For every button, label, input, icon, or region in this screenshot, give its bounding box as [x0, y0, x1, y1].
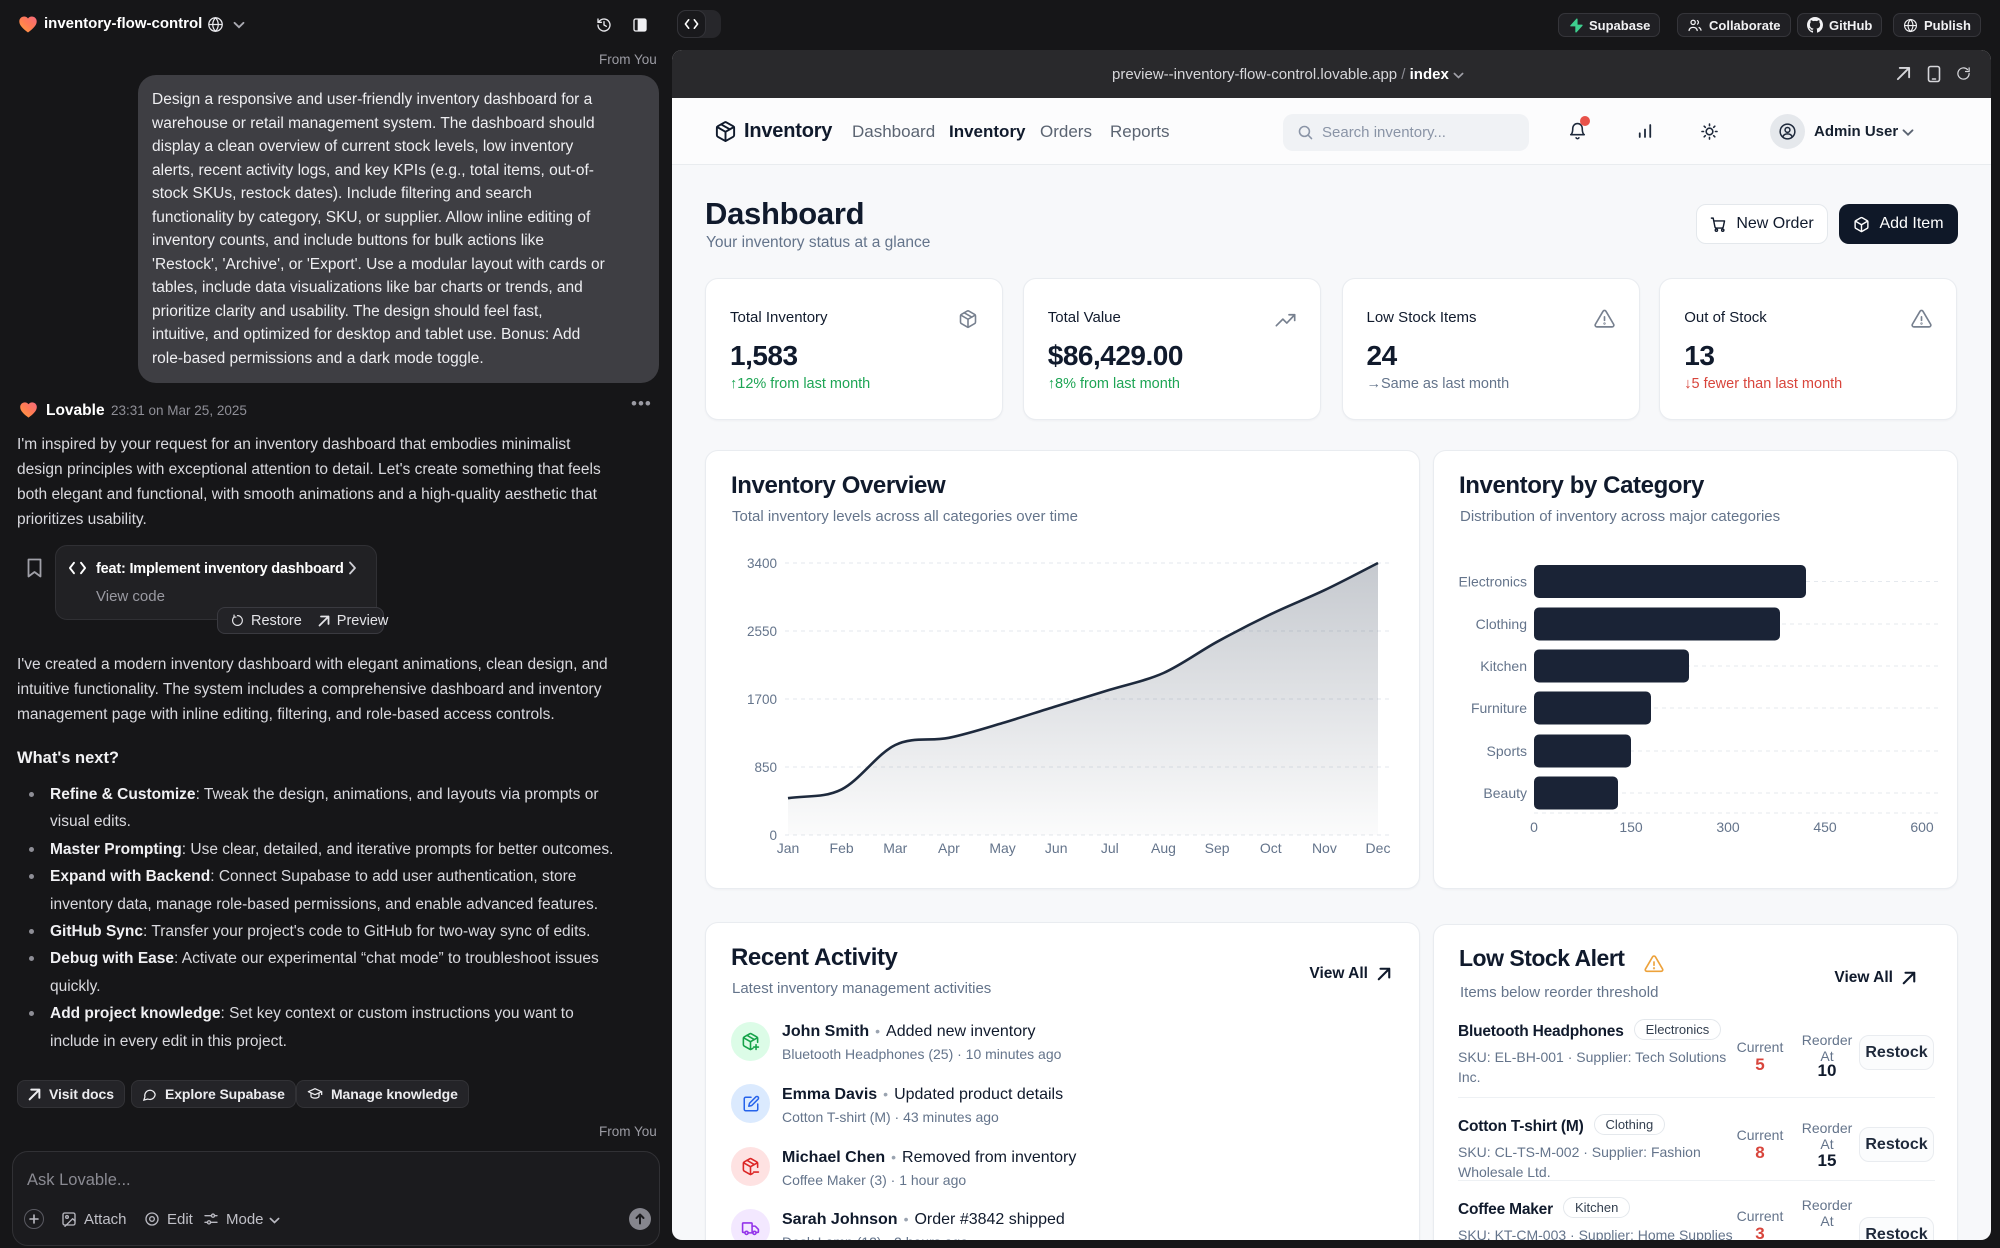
svg-text:Furniture: Furniture: [1471, 700, 1527, 716]
svg-text:2550: 2550: [747, 624, 777, 639]
svg-text:Aug: Aug: [1151, 840, 1176, 856]
svg-text:450: 450: [1813, 819, 1837, 835]
svg-text:150: 150: [1619, 819, 1643, 835]
svg-text:850: 850: [754, 760, 777, 775]
svg-text:Jun: Jun: [1045, 840, 1068, 856]
svg-text:Dec: Dec: [1366, 840, 1391, 856]
svg-text:Mar: Mar: [883, 840, 907, 856]
svg-text:May: May: [989, 840, 1015, 856]
svg-text:0: 0: [1530, 819, 1538, 835]
svg-text:Oct: Oct: [1260, 840, 1282, 856]
svg-text:Electronics: Electronics: [1459, 574, 1527, 590]
svg-text:0: 0: [769, 828, 777, 843]
svg-text:Apr: Apr: [938, 840, 960, 856]
svg-text:Nov: Nov: [1312, 840, 1337, 856]
svg-text:Jul: Jul: [1101, 840, 1119, 856]
svg-text:Clothing: Clothing: [1476, 616, 1527, 632]
svg-text:Sports: Sports: [1487, 743, 1527, 759]
svg-text:Feb: Feb: [830, 840, 854, 856]
svg-text:3400: 3400: [747, 556, 777, 571]
svg-text:1700: 1700: [747, 692, 777, 707]
svg-text:Kitchen: Kitchen: [1480, 658, 1527, 674]
svg-text:Sep: Sep: [1205, 840, 1230, 856]
svg-text:600: 600: [1910, 819, 1934, 835]
svg-text:300: 300: [1716, 819, 1740, 835]
svg-text:Jan: Jan: [777, 840, 800, 856]
svg-text:Beauty: Beauty: [1483, 785, 1527, 801]
